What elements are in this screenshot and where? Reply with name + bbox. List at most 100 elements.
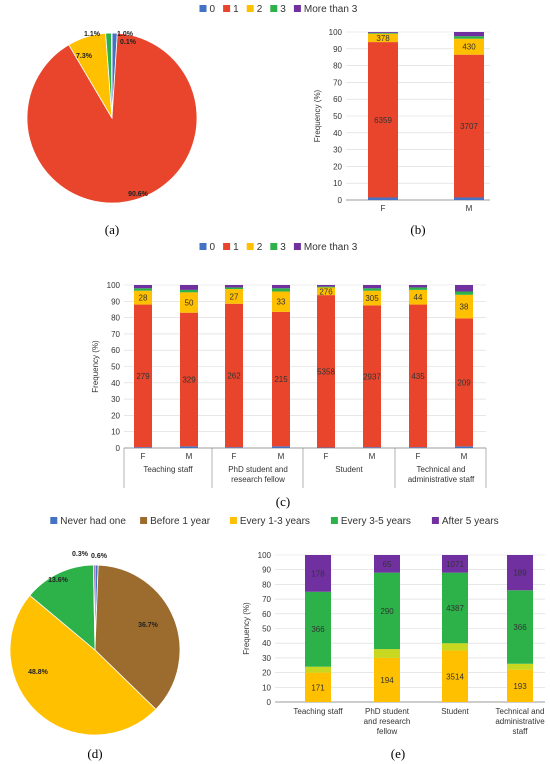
bar-b-bar-1-more-than-3	[454, 32, 484, 37]
pie-a-slice-4	[111, 32, 113, 119]
bar-e-y-axis-label: Frequency (%)	[242, 602, 251, 655]
bar-b-bar-1-1	[454, 54, 484, 198]
bar-c-data-label-2-4: 276	[319, 287, 333, 296]
bar-e-bar-3-after-5-years	[507, 555, 533, 591]
bar-c-ytick-80: 80	[111, 314, 120, 323]
legend-swatch-every-3-5-years	[330, 517, 338, 524]
legend-label-2: 2	[257, 4, 263, 15]
legend-chart-c: 0 1 2 3 More than 3	[199, 242, 358, 253]
bar-chart-b: 0 10 20 30 40 50 60 70 80 90 100 Frequency (%) F M 635…	[313, 28, 490, 213]
bar-e-xtick-0-0: Teaching staff	[293, 707, 343, 716]
legend-swatch-1	[223, 5, 231, 12]
bar-c-ytick-20: 20	[111, 411, 120, 420]
bar-c-bar-7-2	[455, 294, 473, 319]
bar-c-ytick-0: 0	[116, 444, 121, 453]
legend-label-every-3-5-years: Every 3-5 years	[341, 516, 411, 527]
legend-swatch-2	[246, 243, 254, 250]
pie-d-slice-4	[92, 564, 96, 651]
panel-label-d: (d)	[87, 746, 102, 761]
legend-label-3: 3	[280, 242, 286, 253]
bar-b-ytick-100: 100	[329, 28, 343, 37]
bar-c-ytick-10: 10	[111, 428, 120, 437]
bar-e-xtick-1-0: PhD student	[365, 707, 410, 716]
bar-b-bar-0-3	[368, 32, 398, 34]
bar-b-bar-0-1	[368, 42, 398, 198]
pie-d-label-3: 13.6%	[48, 577, 69, 584]
bar-b-ytick-40: 40	[333, 129, 342, 138]
bar-c-group-label-3-1: administrative staff	[408, 475, 475, 484]
bar-c-data-label-1-0: 279	[136, 372, 150, 381]
legend-swatch-every-1-3-years	[229, 517, 237, 524]
bar-e-xtick-2-0: Student	[441, 707, 469, 716]
bar-e-data-label-2-after-5-years: 1071	[446, 560, 464, 569]
bar-c-group-label-0-0: Teaching staff	[143, 465, 193, 474]
bar-b-ytick-0: 0	[338, 196, 343, 205]
bar-chart-c: 0 10 20 30 40 50 60 70 80 90 100 Frequency (%) F 279 2…	[91, 281, 487, 488]
panel-label-e: (e)	[391, 746, 405, 761]
bar-e-ytick-80: 80	[262, 580, 271, 589]
bar-c-bar-5-more-than-3	[363, 285, 381, 289]
legend-label-more-than-3: More than 3	[304, 242, 358, 253]
legend-label-never-had-one: Never had one	[60, 516, 126, 527]
bar-e-bar-3-before-1-year	[507, 663, 533, 670]
bar-b-bar-1-3	[454, 36, 484, 39]
pie-d-label-0: 0.6%	[91, 553, 108, 560]
bar-c-bar-1-more-than-3	[180, 285, 198, 290]
bar-c-bar-3-more-than-3	[272, 285, 290, 289]
bar-c-ytick-30: 30	[111, 395, 120, 404]
bar-c-bar-4-3	[317, 286, 335, 288]
panel-label-a: (a)	[105, 222, 119, 237]
pie-a-label-0: 1.0%	[117, 31, 134, 38]
bar-e-data-label-0-every-1-3-years: 171	[311, 683, 325, 692]
pie-a-label-2: 7.3%	[76, 53, 93, 60]
bar-c-data-label-1-1: 329	[182, 376, 196, 385]
legend-pie-a: 0 1 2 3 More than 3	[199, 4, 358, 15]
bar-c-bar-6-more-than-3	[409, 285, 427, 288]
legend-chart-d: Never had one Before 1 year Every 1-3 year…	[50, 516, 499, 527]
bar-c-bar-7-more-than-3	[455, 285, 473, 292]
bar-e-xtick-3-1: administrative	[495, 717, 545, 726]
bar-c-y-axis-label: Frequency (%)	[91, 340, 100, 393]
bar-chart-e: 0 10 20 30 40 50 60 70 80 90 100 Frequency (%) Teach…	[242, 551, 545, 736]
bar-e-data-label-2-every-3-5-years: 4387	[446, 604, 464, 613]
bar-c-data-label-2-2: 27	[230, 292, 239, 301]
bar-c-xtick-4: F	[324, 452, 329, 461]
legend-swatch-2	[246, 5, 254, 12]
bar-e-data-label-0-every-3-5-years: 366	[311, 625, 325, 634]
bar-e-bar-1-after-5-years	[374, 555, 400, 573]
bar-c-ytick-90: 90	[111, 297, 120, 306]
legend-label-0: 0	[210, 242, 216, 253]
bar-e-bar-3-every-1-3-years	[507, 669, 533, 702]
bar-b-data-label-1-2: 430	[462, 43, 476, 52]
bar-c-data-label-2-5: 305	[365, 294, 379, 303]
bar-c-bar-0-more-than-3	[134, 285, 152, 289]
bar-e-ytick-20: 20	[262, 669, 271, 678]
legend-label-more-than-3: More than 3	[304, 4, 358, 15]
legend-swatch-before-1-year	[140, 517, 148, 524]
bar-c-bar-6-0	[409, 447, 427, 448]
bar-c-ytick-60: 60	[111, 346, 120, 355]
bar-e-data-label-0-after-5-years: 178	[311, 569, 325, 578]
pie-a-label-3: 1.1%	[84, 31, 101, 38]
pie-a-label-1: 90.6%	[128, 191, 149, 198]
bar-e-ytick-70: 70	[262, 595, 271, 604]
bar-c-bar-1-2	[180, 292, 198, 313]
bar-b-bar-0-more-than-3	[368, 32, 398, 33]
bar-b-ytick-30: 30	[333, 146, 342, 155]
panel-label-c: (c)	[276, 494, 290, 509]
bar-e-ytick-40: 40	[262, 639, 271, 648]
bar-b-bar-0-2	[368, 33, 398, 43]
bar-c-xtick-2: F	[232, 452, 237, 461]
bar-c-bar-5-2	[363, 290, 381, 306]
legend-swatch-after-5-years	[431, 517, 439, 524]
bar-b-xtick-1: M	[466, 204, 473, 213]
bar-c-data-label-1-6: 435	[411, 372, 425, 381]
bar-b-bar-1-0	[454, 197, 484, 200]
bar-c-bar-2-0	[225, 447, 243, 448]
bar-c-data-label-1-5: 2937	[363, 372, 381, 381]
bar-c-bar-1-0	[180, 446, 198, 448]
bar-e-xtick-1-1: and research	[364, 717, 411, 726]
bar-b-data-label-0-2: 378	[376, 34, 390, 43]
bar-e-data-label-1-every-1-3-years: 194	[380, 676, 394, 685]
